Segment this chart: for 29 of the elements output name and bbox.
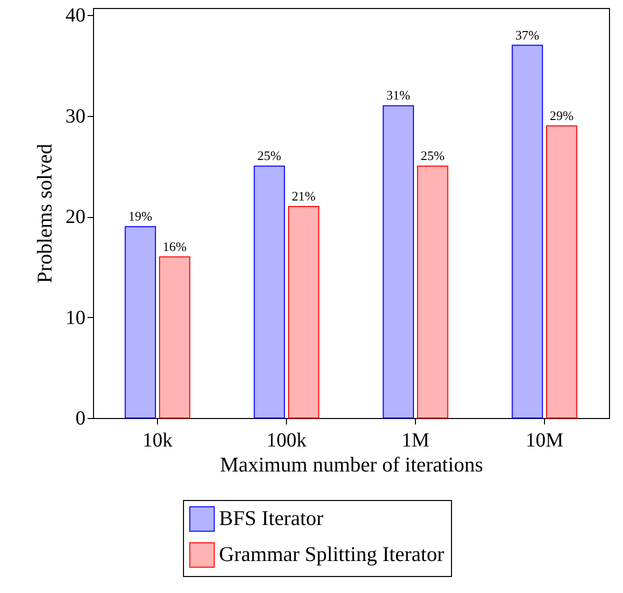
bar [417,166,448,418]
data-label: 37% [515,27,540,42]
data-label: 25% [420,148,445,164]
y-tick-label: 10 [66,306,86,329]
bar [382,105,414,418]
legend-label: Grammar Splitting Iterator [219,542,444,566]
data-label: 19% [128,208,152,224]
data-label: 21% [292,188,316,204]
bar [124,226,156,418]
bar [512,44,543,418]
data-label: 25% [257,148,282,164]
bar [546,125,578,418]
y-tick-label: 0 [76,408,86,430]
x-axis-title: Maximum number of iterations [220,452,484,476]
y-tick-label: 40 [66,4,86,27]
bar [159,256,190,418]
x-tick-label: 100k [266,430,306,452]
bar [254,166,285,418]
data-label: 29% [550,108,574,123]
data-label: 31% [386,88,410,103]
x-tick-label: 1M [402,430,430,452]
bar [288,206,320,418]
y-tick-label: 20 [66,206,86,228]
x-tick-label: 10k [142,430,172,452]
legend-label: BFS Iterator [219,506,324,530]
data-label: 16% [162,238,187,254]
x-tick-label: 10M [526,430,564,452]
y-tick-label: 30 [66,105,86,128]
y-axis-title: Problems solved [32,143,56,284]
